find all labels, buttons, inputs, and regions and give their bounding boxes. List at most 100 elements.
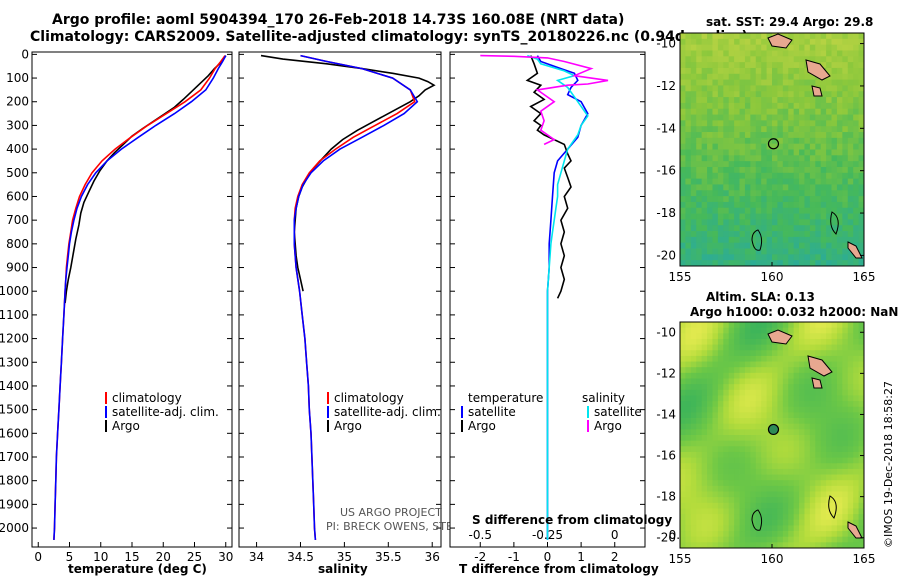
heatmap-cell xyxy=(739,172,746,180)
heatmap-cell xyxy=(858,423,865,430)
heatmap-cell xyxy=(826,254,832,261)
heatmap-cell xyxy=(761,327,767,334)
heatmap-cell xyxy=(755,497,762,504)
heatmap-cell xyxy=(755,367,762,374)
heatmap-cell xyxy=(723,542,730,549)
heatmap-cell xyxy=(842,446,849,453)
heatmap-cell xyxy=(788,525,795,532)
heatmap-cell xyxy=(772,155,778,162)
heatmap-cell xyxy=(809,166,816,174)
heatmap-cell xyxy=(755,225,762,232)
heatmap-cell xyxy=(842,260,849,267)
heatmap-cell xyxy=(815,184,822,191)
heatmap-cell xyxy=(793,514,800,521)
heatmap-cell xyxy=(690,508,697,515)
heatmap-cell xyxy=(772,344,778,351)
heatmap-cell xyxy=(809,33,816,40)
heatmap-cell xyxy=(853,519,859,526)
heatmap-cell xyxy=(836,355,843,362)
heatmap-cell xyxy=(831,149,838,156)
heatmap-cell xyxy=(842,108,849,115)
heatmap-cell xyxy=(696,406,703,413)
heatmap-cell xyxy=(685,406,692,413)
heatmap-cell xyxy=(788,497,795,504)
heatmap-cell xyxy=(755,389,762,396)
heatmap-cell xyxy=(809,429,816,436)
heatmap-cell xyxy=(793,201,800,209)
map-x-tick-label: 155 xyxy=(669,270,692,284)
heatmap-cell xyxy=(831,389,838,396)
heatmap-cell xyxy=(826,508,832,515)
heatmap-cell xyxy=(750,137,757,145)
heatmap-cell xyxy=(815,44,822,51)
heatmap-cell xyxy=(826,91,832,98)
heatmap-cell xyxy=(755,155,762,162)
heatmap-cell xyxy=(858,260,865,267)
heatmap-cell xyxy=(815,108,822,115)
heatmap-cell xyxy=(853,514,859,521)
heatmap-cell xyxy=(750,143,757,150)
heatmap-cell xyxy=(804,38,811,46)
map-y-tick-label: -10 xyxy=(656,325,676,339)
heatmap-cell xyxy=(831,166,838,174)
heatmap-cell xyxy=(696,155,703,162)
heatmap-cell xyxy=(717,254,724,261)
heatmap-cell xyxy=(680,102,686,110)
heatmap-cell xyxy=(750,423,757,430)
heatmap-cell xyxy=(826,406,832,413)
heatmap-cell xyxy=(685,184,692,191)
heatmap-cell xyxy=(680,91,686,98)
heatmap-cell xyxy=(685,344,692,351)
heatmap-cell xyxy=(826,132,832,139)
heatmap-cell xyxy=(809,525,816,532)
heatmap-cell xyxy=(755,514,762,521)
heatmap-cell xyxy=(723,213,730,220)
heatmap-cell xyxy=(766,260,773,267)
heatmap-cell xyxy=(836,384,843,391)
heatmap-cell xyxy=(788,44,795,51)
depth-tick-label: 1800 xyxy=(0,474,29,488)
heatmap-cell xyxy=(858,440,865,447)
heatmap-cell xyxy=(836,137,843,145)
heatmap-cell xyxy=(755,242,762,249)
heatmap-cell xyxy=(842,242,849,249)
heatmap-cell xyxy=(793,254,800,261)
heatmap-cell xyxy=(734,418,740,425)
heatmap-cell xyxy=(815,338,822,345)
heatmap-cell xyxy=(820,190,827,197)
heatmap-cell xyxy=(793,137,800,145)
heatmap-cell xyxy=(690,143,697,150)
heatmap-cell xyxy=(712,378,719,385)
heatmap-cell xyxy=(712,184,719,191)
heatmap-cell xyxy=(766,389,773,396)
legend-climatology: climatology xyxy=(112,391,182,405)
heatmap-cell xyxy=(809,236,816,244)
heatmap-cell xyxy=(728,435,735,442)
heatmap-cell xyxy=(685,491,692,498)
heatmap-cell xyxy=(728,519,735,526)
heatmap-cell xyxy=(799,480,805,487)
heatmap-cell xyxy=(761,132,767,139)
heatmap-cell xyxy=(777,166,784,174)
heatmap-cell xyxy=(755,231,762,238)
heatmap-cell xyxy=(842,361,849,368)
sst-map-panel: sat. SST: 29.4 Argo: 29.8 155 160 165-10-1… xyxy=(656,15,875,284)
heatmap-cell xyxy=(761,85,767,92)
heatmap-cell xyxy=(809,213,816,220)
heatmap-cell xyxy=(696,440,703,447)
heatmap-cell xyxy=(815,468,822,475)
heatmap-cell xyxy=(815,406,822,413)
heatmap-cell xyxy=(799,525,805,532)
heatmap-cell xyxy=(793,155,800,162)
heatmap-cell xyxy=(690,480,697,487)
heatmap-cell xyxy=(799,120,805,127)
heatmap-cell xyxy=(782,260,789,267)
heatmap-cell xyxy=(744,536,751,543)
heatmap-cell xyxy=(701,429,708,436)
heatmap-cell xyxy=(728,463,735,470)
heatmap-cell xyxy=(750,225,757,232)
heatmap-cell xyxy=(820,322,827,329)
legend-t-argo: Argo xyxy=(468,419,496,433)
heatmap-cell xyxy=(755,166,762,174)
